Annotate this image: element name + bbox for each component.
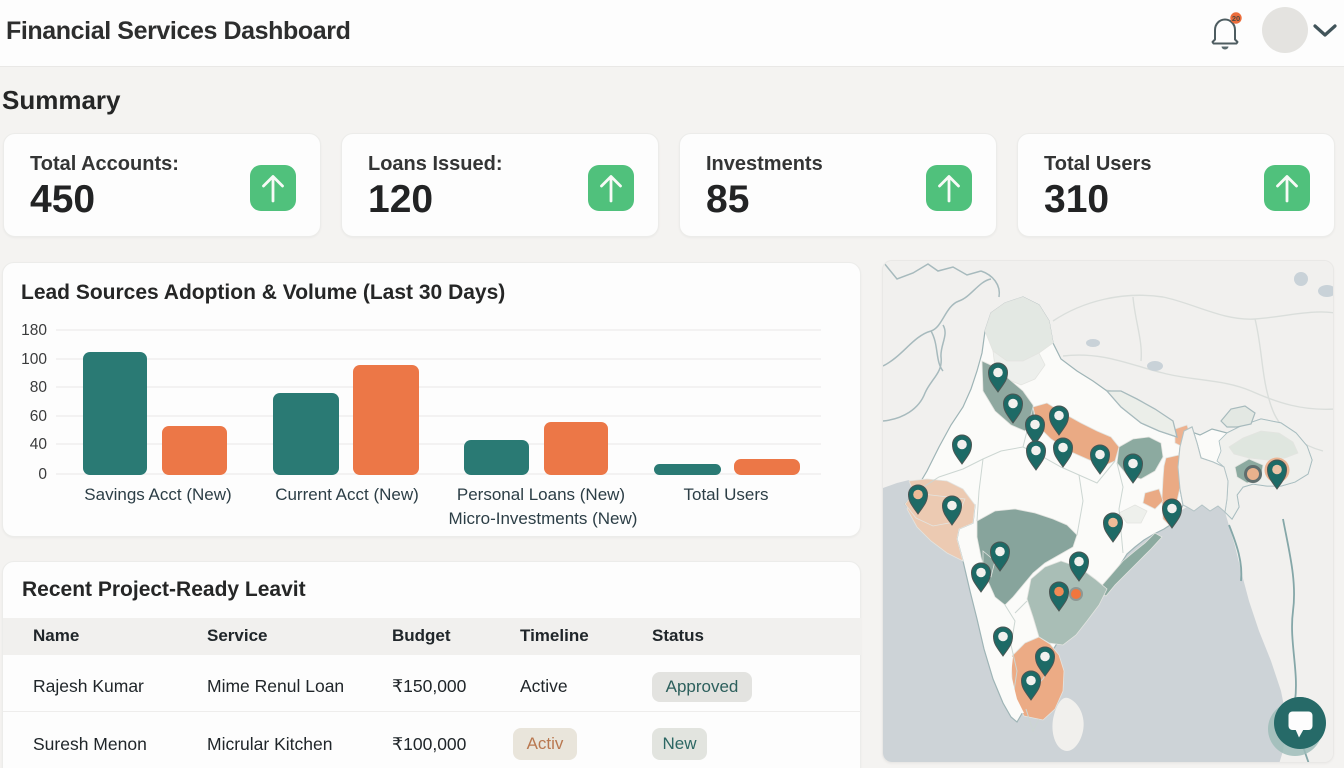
svg-text:Total Users: Total Users xyxy=(683,485,768,504)
svg-text:20: 20 xyxy=(1232,14,1240,23)
svg-text:100: 100 xyxy=(21,351,47,368)
svg-text:180: 180 xyxy=(21,322,47,339)
svg-text:60: 60 xyxy=(30,408,48,425)
svg-text:Personal Loans (New): Personal Loans (New) xyxy=(457,485,625,504)
svg-text:Lead Sources Adoption & Volume: Lead Sources Adoption & Volume (Last 30 … xyxy=(21,281,505,304)
svg-text:40: 40 xyxy=(30,436,48,453)
svg-text:80: 80 xyxy=(30,379,48,396)
svg-text:0: 0 xyxy=(38,466,47,483)
svg-text:Savings Acct (New): Savings Acct (New) xyxy=(84,485,231,504)
svg-text:Current Acct (New): Current Acct (New) xyxy=(275,485,419,504)
svg-text:Micro-Investments (New): Micro-Investments (New) xyxy=(449,509,638,528)
